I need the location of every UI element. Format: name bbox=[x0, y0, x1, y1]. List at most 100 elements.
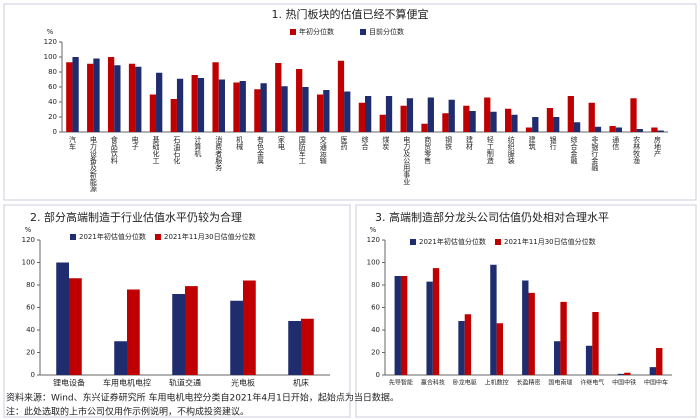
x-tick-label: 光电板 bbox=[231, 378, 255, 388]
bar bbox=[323, 90, 330, 132]
x-tick-label: 消费者服务 bbox=[215, 135, 223, 172]
bar bbox=[56, 262, 69, 375]
y-tick-label: 60 bbox=[371, 304, 380, 312]
bar bbox=[617, 373, 625, 375]
y-unit: % bbox=[370, 226, 377, 234]
bar bbox=[560, 301, 567, 375]
y-tick-label: 0 bbox=[53, 128, 57, 136]
x-tick-label: 食品饮料 bbox=[110, 135, 118, 165]
bar bbox=[394, 276, 401, 375]
x-tick-label: 先导智能 bbox=[389, 379, 413, 387]
y-tick-label: 80 bbox=[26, 281, 35, 289]
bar bbox=[657, 130, 664, 132]
x-tick-label: 房地产 bbox=[654, 135, 662, 158]
bar bbox=[609, 126, 616, 132]
bar bbox=[400, 105, 407, 132]
bar bbox=[114, 341, 127, 375]
x-tick-label: 农林牧渔 bbox=[633, 135, 641, 165]
bar bbox=[651, 127, 658, 132]
x-tick-label: 商贸零售 bbox=[424, 135, 432, 165]
legend-swatch bbox=[290, 29, 296, 35]
bar bbox=[442, 113, 449, 132]
bar bbox=[528, 292, 535, 375]
bar bbox=[636, 129, 643, 132]
x-tick-label: 纺织服装 bbox=[507, 135, 515, 165]
bar bbox=[288, 321, 301, 375]
bar bbox=[400, 276, 408, 375]
bar bbox=[554, 341, 561, 375]
bar bbox=[505, 108, 512, 132]
x-tick-label: 轻工制造 bbox=[486, 135, 494, 165]
bar bbox=[525, 127, 533, 132]
bar bbox=[630, 98, 637, 132]
x-tick-label: 银行 bbox=[549, 135, 557, 151]
legend-label: 年初分位数 bbox=[299, 27, 334, 36]
bar bbox=[532, 117, 539, 132]
x-tick-label: 建材 bbox=[465, 135, 473, 150]
bar bbox=[406, 98, 414, 132]
y-tick-label: 120 bbox=[22, 236, 35, 244]
x-tick-label: 轨道交通 bbox=[169, 378, 201, 388]
y-tick-label: 100 bbox=[44, 53, 57, 61]
bar bbox=[358, 102, 365, 132]
bar bbox=[337, 60, 345, 132]
bar bbox=[588, 102, 595, 132]
x-tick-label: 机床 bbox=[293, 378, 309, 388]
bar bbox=[656, 348, 663, 375]
bar bbox=[573, 122, 581, 132]
x-tick-label: 基础化工 bbox=[152, 135, 160, 164]
y-tick-label: 60 bbox=[26, 304, 35, 312]
legend-label: 2021年初估值分位数 bbox=[79, 232, 146, 241]
x-tick-label: 汽车 bbox=[68, 135, 76, 151]
chart-title: 1. 热门板块的估值已经不算便宜 bbox=[272, 7, 429, 21]
x-tick-label: 电力设备及新能源 bbox=[89, 135, 97, 193]
x-tick-label: 综合金融 bbox=[570, 135, 578, 165]
y-tick-label: 40 bbox=[26, 326, 35, 334]
bar bbox=[344, 91, 351, 132]
panel-border bbox=[3, 3, 697, 201]
bar bbox=[127, 289, 140, 375]
bar bbox=[156, 72, 163, 132]
x-tick-label: 计算机 bbox=[194, 135, 202, 158]
bar bbox=[218, 79, 225, 132]
bar bbox=[275, 63, 282, 132]
y-unit: % bbox=[25, 226, 32, 234]
x-tick-label: 医药 bbox=[340, 136, 348, 151]
y-tick-label: 60 bbox=[48, 83, 57, 91]
disclaimer: 注：此处选取的上市公司仅用作示例说明，不构成投资建议。 bbox=[6, 406, 249, 418]
bar bbox=[615, 127, 623, 132]
bar bbox=[243, 280, 256, 375]
bar bbox=[260, 83, 267, 132]
bar bbox=[458, 321, 465, 375]
bar bbox=[93, 58, 100, 132]
bar bbox=[212, 62, 219, 132]
x-tick-label: 中国中铁 bbox=[612, 379, 636, 387]
x-tick-label: 机械 bbox=[236, 135, 244, 151]
bar bbox=[114, 65, 121, 132]
bar bbox=[191, 75, 198, 132]
bar bbox=[107, 57, 115, 132]
source-note: 资料来源：Wind、东兴证券研究所 车用电机电控分类自2021年4月1日开始，起… bbox=[6, 392, 399, 404]
bar bbox=[230, 300, 243, 375]
y-tick-label: 40 bbox=[48, 98, 57, 106]
x-tick-label: 赢合科技 bbox=[421, 379, 445, 387]
x-tick-label: 石油石化 bbox=[173, 136, 181, 165]
y-tick-label: 20 bbox=[371, 349, 380, 357]
y-tick-label: 120 bbox=[367, 236, 380, 244]
y-tick-label: 0 bbox=[31, 371, 35, 379]
legend-swatch bbox=[70, 234, 76, 240]
x-tick-label: 家电 bbox=[277, 135, 285, 150]
x-tick-label: 电力及公用事业 bbox=[403, 135, 411, 185]
bar bbox=[379, 114, 386, 132]
bar bbox=[149, 94, 157, 132]
bar bbox=[511, 114, 518, 132]
bar bbox=[239, 81, 246, 132]
x-tick-label: 通信 bbox=[612, 135, 620, 151]
bar bbox=[592, 312, 599, 375]
bar bbox=[365, 96, 372, 132]
bar bbox=[484, 97, 491, 132]
bar bbox=[567, 96, 574, 132]
x-tick-label: 国电南瑞 bbox=[548, 379, 572, 387]
bar bbox=[254, 89, 261, 132]
bar bbox=[464, 314, 472, 375]
